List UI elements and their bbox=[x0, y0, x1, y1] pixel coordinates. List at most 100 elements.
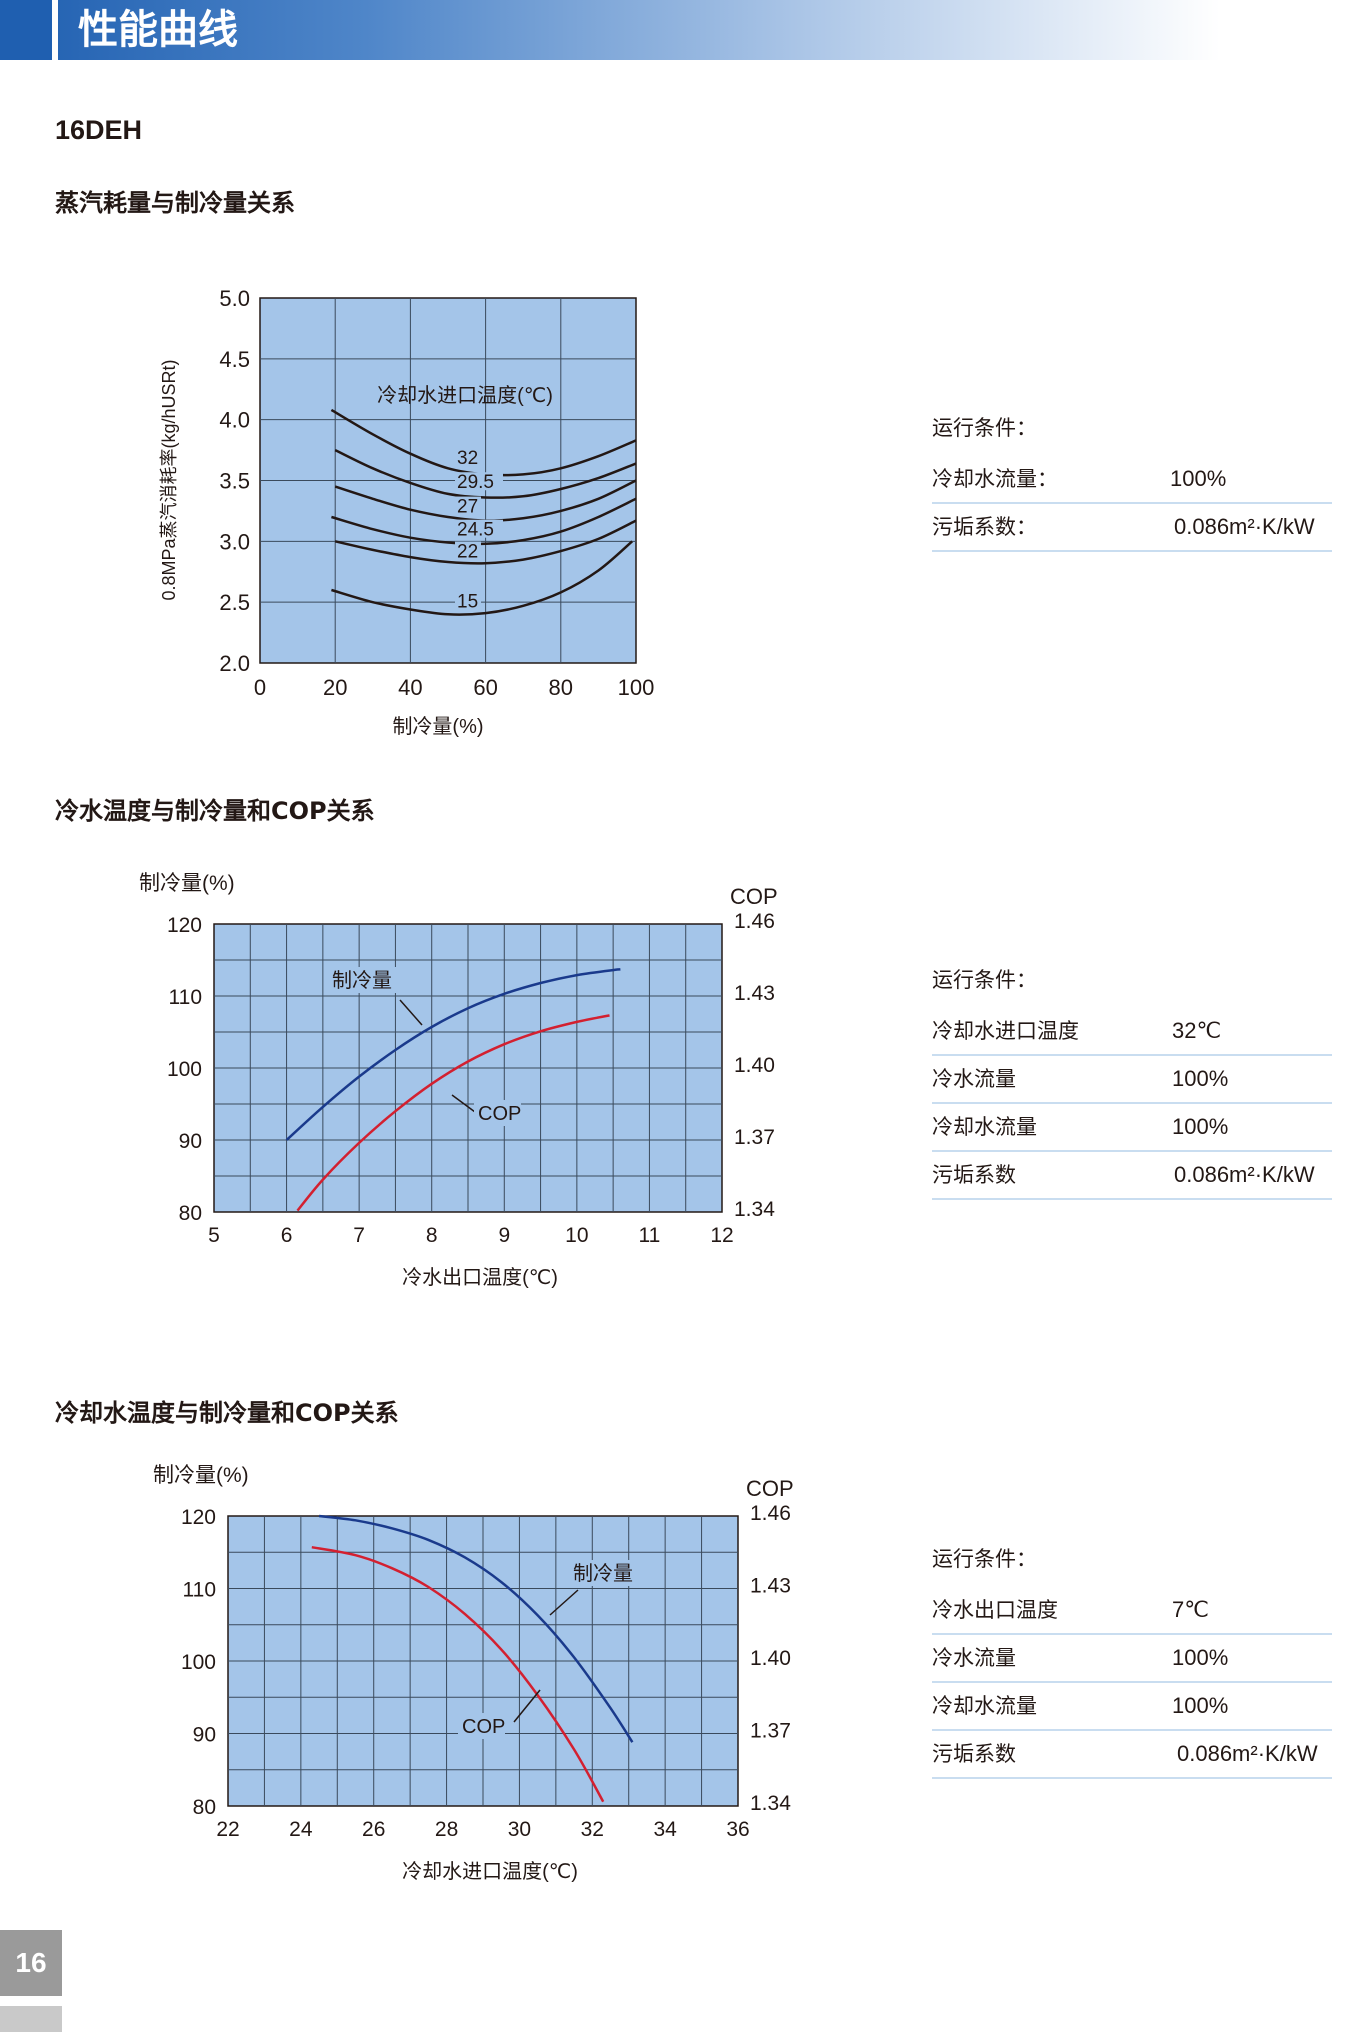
condition-label: 冷却水流量： bbox=[932, 467, 1058, 491]
x-tick-label: 40 bbox=[398, 675, 422, 700]
x-tick-label: 36 bbox=[726, 1818, 749, 1841]
condition-label: 冷却水流量 bbox=[932, 1694, 1037, 1718]
series-label-bg bbox=[455, 447, 481, 466]
y-axis-label: 制冷量(%) bbox=[153, 1464, 249, 1487]
condition-value: 100% bbox=[1172, 1114, 1229, 1139]
series-label-bg bbox=[455, 519, 503, 538]
series-label-bg bbox=[328, 967, 402, 993]
x-tick-label: 22 bbox=[216, 1818, 239, 1841]
y-tick-label: 100 bbox=[167, 1058, 202, 1081]
y-tick-label: 3.5 bbox=[219, 469, 250, 494]
series-label-bg bbox=[455, 472, 503, 491]
series-label: 27 bbox=[457, 497, 478, 518]
y-tick-label: 110 bbox=[169, 986, 202, 1009]
y2-tick-label: 1.46 bbox=[750, 1502, 791, 1525]
series-line bbox=[334, 519, 637, 565]
section-title-steam: 蒸汽耗量与制冷量关系 bbox=[55, 189, 295, 217]
leader-line bbox=[549, 1589, 579, 1616]
condition-value: 100% bbox=[1172, 1066, 1229, 1091]
series-label-bg bbox=[474, 1100, 521, 1126]
y2-tick-label: 1.37 bbox=[750, 1720, 791, 1743]
page-footer-block bbox=[0, 2006, 62, 2032]
y-tick-label: 3.0 bbox=[219, 529, 250, 554]
condition-value: 0.086m²·K/kW bbox=[1174, 1162, 1315, 1187]
x-tick-label: 9 bbox=[498, 1224, 510, 1247]
series-label: COP bbox=[478, 1103, 521, 1125]
y-tick-label: 120 bbox=[167, 914, 202, 937]
y-tick-label: 4.5 bbox=[219, 347, 250, 372]
y2-tick-label: 1.37 bbox=[734, 1126, 775, 1149]
conditions-title: 运行条件： bbox=[932, 968, 1037, 992]
y2-tick-label: 1.43 bbox=[734, 982, 775, 1005]
y-tick-label: 90 bbox=[179, 1130, 202, 1153]
x-tick-label: 7 bbox=[353, 1224, 365, 1247]
x-axis-label: 制冷量(%) bbox=[392, 715, 483, 738]
condition-row: 污垢系数 0.086m²·K/kW bbox=[932, 1152, 1332, 1200]
condition-label: 冷水出口温度 bbox=[932, 1598, 1058, 1622]
series-label: 24.5 bbox=[457, 520, 494, 541]
y-axis-label: 0.8MPa蒸汽消耗率(kg/hUSRt) bbox=[159, 359, 179, 600]
conditions-steam: 运行条件： 冷却水流量： 100% 污垢系数： 0.086m²·K/kW bbox=[932, 408, 1332, 552]
condition-label: 污垢系数 bbox=[932, 1742, 1016, 1766]
y2-axis-label: COP bbox=[730, 884, 778, 909]
y2-tick-label: 1.40 bbox=[734, 1054, 775, 1077]
x-tick-label: 28 bbox=[435, 1818, 458, 1841]
x-tick-label: 30 bbox=[508, 1818, 531, 1841]
y-tick-label: 120 bbox=[181, 1506, 216, 1529]
series-line bbox=[311, 1545, 605, 1803]
y2-tick-label: 1.34 bbox=[734, 1198, 775, 1221]
series-label-bg bbox=[455, 591, 481, 610]
y-tick-label: 80 bbox=[193, 1796, 216, 1819]
leader-line bbox=[451, 1094, 476, 1113]
condition-label: 冷却水进口温度 bbox=[932, 1019, 1079, 1043]
series-line bbox=[285, 968, 621, 1141]
series-line bbox=[318, 1514, 634, 1743]
x-tick-label: 12 bbox=[710, 1224, 733, 1247]
x-axis-label: 冷却水进口温度(℃) bbox=[402, 1860, 578, 1883]
y-tick-label: 80 bbox=[179, 1202, 202, 1225]
x-tick-label: 26 bbox=[362, 1818, 385, 1841]
series-label: 15 bbox=[457, 591, 478, 612]
section-title-cooling-water: 冷却水温度与制冷量和COP关系 bbox=[55, 1399, 399, 1427]
y-tick-label: 110 bbox=[183, 1579, 216, 1602]
x-tick-label: 5 bbox=[208, 1224, 220, 1247]
section-title-chilled-water: 冷水温度与制冷量和COP关系 bbox=[55, 797, 375, 825]
condition-value: 32℃ bbox=[1172, 1018, 1222, 1043]
series-label: 制冷量 bbox=[332, 969, 392, 992]
x-tick-label: 11 bbox=[639, 1224, 661, 1247]
header-divider bbox=[52, 0, 58, 60]
conditions-title: 运行条件： bbox=[932, 1547, 1037, 1571]
y2-tick-label: 1.43 bbox=[750, 1575, 791, 1598]
series-line bbox=[331, 540, 634, 616]
conditions-title: 运行条件： bbox=[932, 416, 1037, 440]
condition-row: 冷水流量 100% bbox=[932, 1635, 1332, 1683]
x-axis-label: 冷水出口温度(℃) bbox=[402, 1266, 558, 1289]
page-number: 16 bbox=[0, 1930, 62, 1996]
condition-label: 冷水流量 bbox=[932, 1646, 1016, 1670]
series-line bbox=[331, 497, 637, 546]
x-tick-label: 32 bbox=[581, 1818, 604, 1841]
condition-value: 100% bbox=[1172, 1693, 1229, 1718]
condition-label: 冷水流量 bbox=[932, 1067, 1016, 1091]
conditions-cooling-water: 运行条件： 冷水出口温度 7℃ 冷水流量 100% 冷却水流量 100% 污垢系… bbox=[932, 1539, 1332, 1779]
x-tick-label: 6 bbox=[281, 1224, 293, 1247]
series-line bbox=[296, 1014, 610, 1212]
series-label-bg bbox=[569, 1560, 643, 1586]
condition-row: 冷水流量 100% bbox=[932, 1056, 1332, 1104]
y-tick-label: 90 bbox=[193, 1724, 216, 1747]
x-tick-label: 100 bbox=[618, 675, 655, 700]
x-tick-label: 10 bbox=[565, 1224, 588, 1247]
series-line bbox=[334, 448, 637, 499]
condition-label: 污垢系数 bbox=[932, 1163, 1016, 1187]
header-bar bbox=[0, 0, 1220, 60]
y-tick-label: 2.5 bbox=[219, 590, 250, 615]
x-tick-label: 24 bbox=[289, 1818, 313, 1841]
series-label: 22 bbox=[457, 542, 478, 563]
y2-tick-label: 1.40 bbox=[750, 1647, 791, 1670]
condition-row: 污垢系数 0.086m²·K/kW bbox=[932, 1731, 1332, 1779]
condition-value: 0.086m²·K/kW bbox=[1174, 514, 1315, 539]
y-tick-label: 2.0 bbox=[219, 651, 250, 676]
y2-tick-label: 1.46 bbox=[734, 910, 775, 933]
leader-line bbox=[399, 999, 423, 1026]
